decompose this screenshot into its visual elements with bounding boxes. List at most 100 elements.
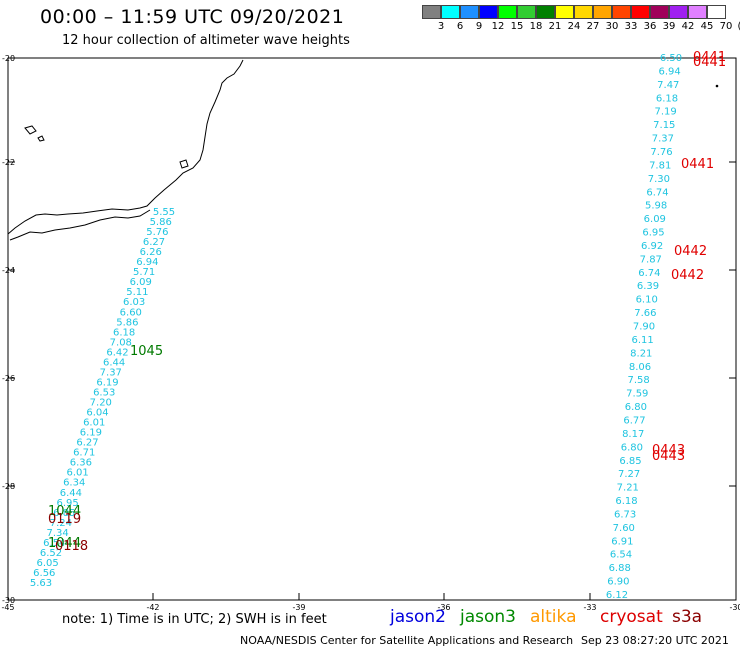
pass-label: 0119 bbox=[48, 512, 81, 527]
color-swatch bbox=[593, 5, 612, 19]
legend-cryosat: cryosat bbox=[600, 607, 663, 627]
swh-value-west: 6.27 bbox=[143, 237, 165, 248]
swh-value-west: 6.54 bbox=[43, 538, 65, 549]
swh-value-west: 5.86 bbox=[116, 317, 138, 328]
color-swatch bbox=[574, 5, 593, 19]
swh-value-east: 7.30 bbox=[648, 174, 670, 185]
lat-label: -26 bbox=[2, 374, 15, 383]
color-swatch bbox=[688, 5, 707, 19]
swh-value-east: 6.85 bbox=[619, 456, 641, 467]
color-swatch bbox=[479, 5, 498, 19]
color-scale-label: 15 bbox=[510, 21, 524, 32]
swh-value-east: 6.80 bbox=[625, 402, 647, 413]
color-swatch bbox=[650, 5, 669, 19]
swh-value-east: 6.54 bbox=[610, 550, 632, 561]
swh-value-east: 7.76 bbox=[650, 147, 672, 158]
pass-label: 0442 bbox=[674, 244, 707, 259]
color-scale-label: 21 bbox=[548, 21, 562, 32]
swh-value-east: 6.50 bbox=[660, 53, 682, 64]
swh-value-east: 7.37 bbox=[652, 134, 674, 145]
swh-value-west: 7.37 bbox=[100, 367, 122, 378]
color-swatch bbox=[612, 5, 631, 19]
swh-value-west: 6.03 bbox=[123, 297, 145, 308]
swh-value-west: 6.05 bbox=[36, 558, 58, 569]
swh-value-west: 5.76 bbox=[146, 227, 168, 238]
color-swatch bbox=[669, 5, 688, 19]
swh-value-west: 6.01 bbox=[83, 418, 105, 429]
swh-value-east: 6.74 bbox=[646, 187, 668, 198]
color-swatch bbox=[517, 5, 536, 19]
legend-jason3: jason3 bbox=[460, 607, 516, 627]
pass-label: 0441 bbox=[693, 55, 726, 70]
swh-value-east: 7.87 bbox=[640, 254, 662, 265]
swh-value-east: 6.80 bbox=[621, 442, 643, 453]
color-scale-label: 24 bbox=[567, 21, 581, 32]
swh-value-west: 6.95 bbox=[56, 498, 78, 509]
color-scale-label: 6 bbox=[456, 21, 464, 32]
color-scale-label: 45 bbox=[700, 21, 714, 32]
legend-s3a: s3a bbox=[672, 607, 703, 627]
generated-timestamp: Sep 23 08:27:20 UTC 2021 bbox=[581, 634, 729, 647]
color-swatch bbox=[441, 5, 460, 19]
swh-value-west: 6.26 bbox=[140, 247, 162, 258]
swh-value-west: 6.18 bbox=[113, 327, 135, 338]
island bbox=[179, 159, 189, 169]
color-scale-label: 30 bbox=[605, 21, 619, 32]
swh-value-west: 6.60 bbox=[120, 307, 142, 318]
swh-value-west: 6.27 bbox=[76, 438, 98, 449]
swh-value-east: 7.47 bbox=[657, 80, 679, 91]
footer-note: note: 1) Time is in UTC; 2) SWH is in fe… bbox=[62, 612, 327, 627]
swh-value-west: 7.20 bbox=[90, 398, 112, 409]
swh-value-west: 5.11 bbox=[126, 287, 148, 298]
swh-value-east: 7.21 bbox=[617, 483, 639, 494]
swh-value-east: 6.12 bbox=[606, 590, 628, 601]
color-scale-label: 18 bbox=[529, 21, 543, 32]
swh-value-west: 6.44 bbox=[103, 357, 125, 368]
color-scale-label: 27 bbox=[586, 21, 600, 32]
legend-altika: altika bbox=[530, 607, 577, 627]
pass-label: 0441 bbox=[681, 157, 714, 172]
lat-label: -24 bbox=[2, 266, 15, 275]
swh-value-east: 8.21 bbox=[630, 348, 652, 359]
color-scale-label: 33 bbox=[624, 21, 638, 32]
credit-line: NOAA/NESDIS Center for Satellite Applica… bbox=[240, 634, 574, 647]
island-dot bbox=[715, 84, 719, 88]
color-swatch bbox=[631, 5, 650, 19]
color-scale-label: 42 bbox=[681, 21, 695, 32]
legend-jason2: jason2 bbox=[390, 607, 446, 627]
swh-value-east: 7.59 bbox=[626, 389, 648, 400]
color-scale-bar bbox=[422, 5, 726, 19]
pass-label: 1045 bbox=[130, 344, 163, 359]
pass-label: 0443 bbox=[652, 443, 685, 458]
swh-value-east: 6.10 bbox=[636, 295, 658, 306]
color-scale-label: 12 bbox=[491, 21, 505, 32]
swh-value-east: 7.15 bbox=[653, 120, 675, 131]
color-swatch bbox=[422, 5, 441, 19]
color-swatch bbox=[536, 5, 555, 19]
swh-value-east: 6.74 bbox=[638, 268, 660, 279]
swh-value-east: 7.90 bbox=[633, 322, 655, 333]
coastline bbox=[7, 59, 719, 241]
color-swatch bbox=[707, 5, 726, 19]
swh-value-west: 6.42 bbox=[106, 347, 128, 358]
lon-label: -45 bbox=[1, 603, 14, 612]
swh-value-west: 7.08 bbox=[110, 337, 132, 348]
pass-label: 1044 bbox=[48, 504, 81, 519]
pass-label: 0443 bbox=[652, 449, 685, 464]
lon-label: -30 bbox=[729, 603, 740, 612]
lake bbox=[37, 135, 45, 142]
swh-value-west: 6.34 bbox=[63, 478, 85, 489]
swh-value-east: 6.88 bbox=[609, 563, 631, 574]
page-subtitle: 12 hour collection of altimeter wave hei… bbox=[62, 33, 350, 48]
swh-value-east: 7.60 bbox=[613, 523, 635, 534]
brazil-coastline bbox=[7, 59, 244, 235]
color-swatch bbox=[555, 5, 574, 19]
swh-value-east: 7.27 bbox=[618, 469, 640, 480]
color-scale-label: 9 bbox=[475, 21, 483, 32]
color-scale-label: (ft) bbox=[737, 21, 740, 32]
swh-value-east: 6.39 bbox=[637, 281, 659, 292]
swh-value-west: 7.34 bbox=[46, 528, 68, 539]
swh-value-west: 5.71 bbox=[133, 267, 155, 278]
swh-value-east: 7.19 bbox=[654, 107, 676, 118]
swh-value-west: 6.85 bbox=[53, 508, 75, 519]
